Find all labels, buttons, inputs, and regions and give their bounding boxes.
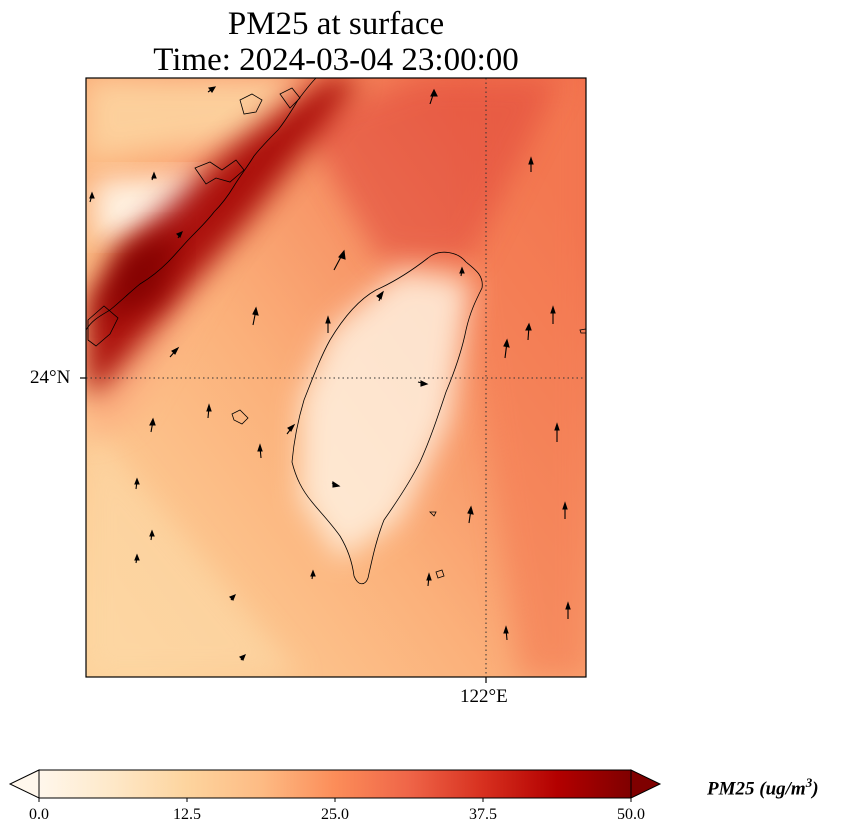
colorbar-extend-min-triangle <box>8 769 40 799</box>
wind-arrow <box>239 654 246 661</box>
wind-arrow <box>467 505 474 524</box>
wind-arrow <box>286 423 296 435</box>
wind-arrow <box>134 477 140 490</box>
map-figure <box>80 77 587 683</box>
pm25-low-region-taiwan <box>300 270 470 560</box>
island-outline <box>435 569 445 579</box>
wind-arrow <box>149 417 156 433</box>
taiwan-coastline <box>291 251 483 585</box>
latitude-tick-label: 24°N <box>30 367 71 388</box>
colorbar-label: PM25 (ug/m3) <box>707 775 819 800</box>
mainland-coastline-detail <box>239 93 263 115</box>
colorbar-extend-max-triangle <box>630 769 662 799</box>
colorbar-tick-label: 25.0 <box>321 806 349 823</box>
wind-arrow <box>562 501 568 519</box>
colorbar-label-close: ) <box>812 778 819 800</box>
map-subtitle-time: Time: 2024-03-04 23:00:00 <box>153 42 519 78</box>
longitude-tick-label: 122°E <box>460 686 508 707</box>
wind-arrow <box>252 306 259 326</box>
penghu-islands <box>231 409 249 425</box>
pm25-high-band-north <box>300 78 560 260</box>
wind-arrow <box>550 305 556 324</box>
wind-arrow <box>565 601 571 619</box>
wind-arrow <box>257 443 263 459</box>
wind-arrow <box>525 322 532 341</box>
wind-arrow <box>325 315 331 333</box>
colorbar <box>8 769 662 802</box>
colorbar-tick-label: 37.5 <box>469 806 497 823</box>
wind-arrow <box>206 403 212 419</box>
wind-arrow <box>149 529 155 541</box>
wind-arrow <box>503 625 509 641</box>
wind-arrow <box>528 156 534 172</box>
colorbar-tick-label: 0.0 <box>29 806 49 823</box>
wind-arrow <box>376 290 384 302</box>
wind-arrow <box>459 266 465 277</box>
wind-arrow <box>310 569 316 580</box>
wind-arrow <box>503 338 510 359</box>
coastlines <box>85 77 587 585</box>
colorbar-tick-label: 50.0 <box>617 806 645 823</box>
wind-arrow <box>207 86 217 93</box>
wind-arrow <box>333 249 346 271</box>
mainland-coastline-detail <box>194 159 245 185</box>
wind-arrow <box>169 346 180 358</box>
map-title: PM25 at surface <box>227 6 445 42</box>
colorbar-bar <box>38 769 632 799</box>
wind-arrow <box>554 422 560 442</box>
wind-arrow <box>417 380 429 387</box>
island-outline <box>429 511 437 517</box>
wind-arrow <box>176 231 183 239</box>
mainland-coastline-detail <box>87 305 119 347</box>
pm25-peak-patch <box>100 230 180 320</box>
colorbar-label-text: PM25 (ug/m <box>707 778 806 800</box>
colorbar-tick-marks <box>38 798 632 802</box>
colorbar-label-superscript: 3 <box>805 775 813 790</box>
wind-arrow <box>429 88 438 105</box>
pm25-field <box>86 78 586 677</box>
mainland-coastline-detail <box>279 87 301 109</box>
wind-arrow <box>89 191 95 203</box>
wind-arrow <box>151 171 157 181</box>
wind-arrow <box>426 572 432 587</box>
wind-arrow <box>134 553 140 564</box>
wind-arrow <box>331 480 341 488</box>
pm25-very-high-band-coast <box>86 78 360 395</box>
colorbar-tick-label: 12.5 <box>173 806 201 823</box>
wind-arrow <box>229 594 236 601</box>
mainland-coastline <box>85 77 317 331</box>
wind-vectors <box>89 86 571 661</box>
